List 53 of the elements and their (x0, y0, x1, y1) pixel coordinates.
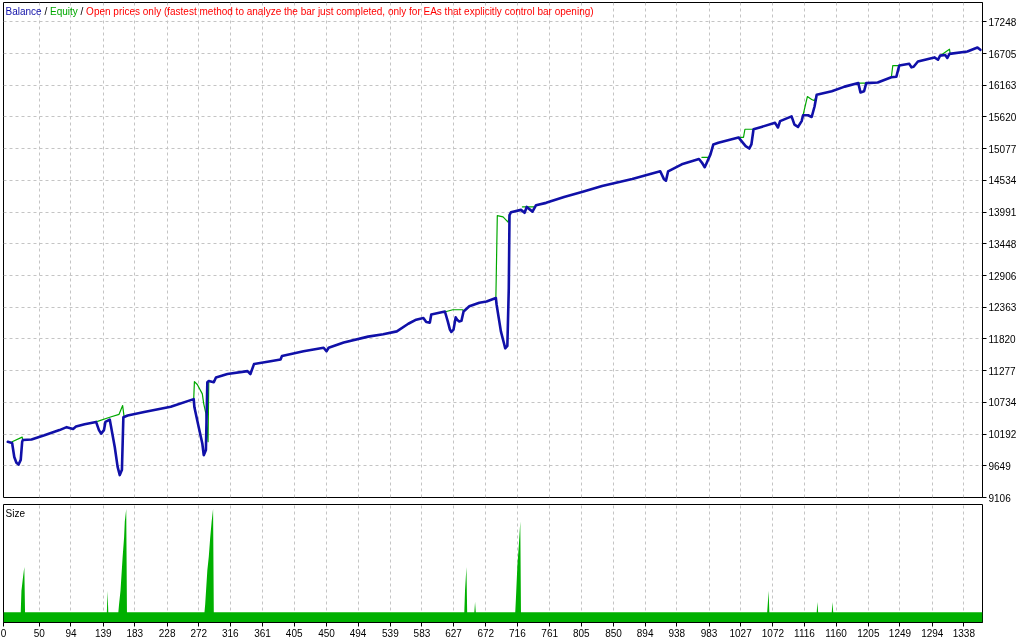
text: Balance (5, 5, 43, 17)
y-tick-label: 15077 (988, 143, 1017, 155)
x-tick-label: 983 (700, 627, 718, 639)
x-tick-label: 405 (285, 627, 303, 639)
x-tick-label: 938 (668, 627, 686, 639)
annotation: / (80, 5, 84, 17)
x-tick-label: 139 (94, 627, 113, 639)
x-tick-label: 894 (636, 627, 654, 639)
x-tick-label: 1249 (888, 627, 912, 639)
y-tick-label: 9649 (988, 460, 1012, 472)
x-tick-label: 1116 (794, 627, 816, 639)
x-tick-label: 1160 (825, 627, 848, 639)
annotation: / (44, 5, 48, 17)
x-tick-label: 361 (254, 627, 272, 639)
x-tick-label: 228 (158, 627, 176, 639)
y-tick-label: 13991 (988, 207, 1017, 219)
y-tick-label: 10192 (988, 429, 1017, 441)
y-tick-label: 12906 (988, 270, 1017, 282)
x-tick-label: 272 (190, 627, 208, 639)
x-tick-label: 850 (605, 627, 623, 639)
x-tick-label: 627 (445, 627, 463, 639)
text: Equity (49, 5, 78, 17)
x-tick-label: 450 (318, 627, 336, 639)
x-tick-label: 1294 (921, 627, 944, 639)
y-tick-label: 13448 (988, 238, 1017, 250)
chart-title: Size (5, 507, 26, 519)
x-tick-label: 716 (509, 627, 527, 639)
x-tick-label: 805 (572, 627, 591, 639)
x-tick-label: 50 (33, 627, 46, 639)
y-tick-label: 15620 (988, 111, 1017, 123)
x-tick-label: 1027 (729, 627, 753, 639)
x-tick-label: 761 (541, 627, 559, 639)
x-tick-label: 1072 (761, 627, 785, 639)
x-tick-label: 539 (382, 627, 400, 639)
x-tick-label: 183 (126, 627, 144, 639)
y-tick-label: 10734 (988, 397, 1017, 409)
x-tick-label: 94 (65, 627, 77, 639)
y-tick-label: 11277 (988, 365, 1016, 377)
y-tick-label: 17248 (988, 16, 1017, 28)
y-tick-label: 11820 (988, 333, 1016, 345)
y-tick-label: 12363 (988, 302, 1017, 314)
y-tick-label: 16705 (988, 48, 1017, 60)
y-tick-label: 9106 (988, 492, 1012, 504)
x-tick-label: 494 (349, 627, 367, 639)
y-tick-label: 16163 (988, 80, 1017, 92)
x-tick-label: 583 (413, 627, 431, 639)
x-tick-label: 1205 (857, 627, 880, 639)
x-tick-label: 316 (221, 627, 240, 639)
x-tick-label: 1338 (952, 627, 976, 639)
x-tick-label: 672 (477, 627, 495, 639)
chart-subtitle: Open prices only (fastest method to analyze the bar just completed, only for EAs that explicitly control bar opening) (86, 5, 594, 17)
y-tick-label: 14534 (988, 175, 1017, 187)
x-tick-label: 0 (0, 627, 7, 639)
